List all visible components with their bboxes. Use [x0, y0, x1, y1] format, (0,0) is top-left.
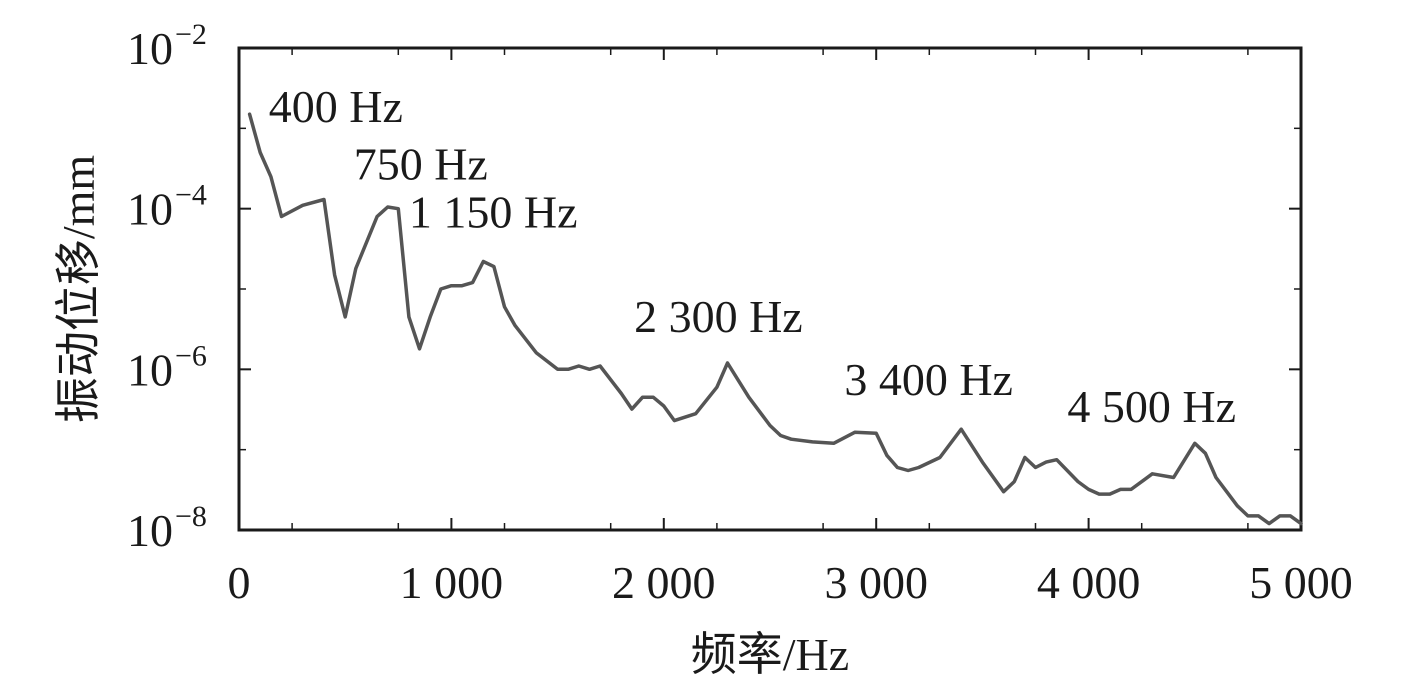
y-axis-ticks: 10−810−610−410−2	[127, 18, 1301, 556]
x-tick-label: 4 000	[1037, 557, 1141, 608]
x-tick-label: 1 000	[400, 557, 504, 608]
x-tick-label: 0	[228, 557, 251, 608]
series-layer	[247, 112, 1303, 526]
y-tick-label: 10	[127, 344, 173, 395]
series-line	[247, 112, 1303, 526]
x-axis-ticks: 0 1 000 2 000 3 000 4 000 5 000	[228, 48, 1353, 608]
annotations: 400 Hz 750 Hz1 150 Hz 2 300 Hz 3 400 Hz 4 50…	[269, 81, 1236, 432]
peak-annotation: 4 500 Hz	[1067, 381, 1236, 432]
y-axis-label: 振动位移/mm	[53, 155, 104, 424]
x-tick-label: 2 000	[612, 557, 716, 608]
peak-annotation: 750 Hz	[354, 139, 488, 190]
y-tick-exponent: −4	[175, 179, 207, 212]
peak-annotation: 1 150 Hz	[409, 187, 578, 238]
y-tick-label: 10	[127, 505, 173, 556]
x-tick-label: 5 000	[1249, 557, 1353, 608]
peak-annotation: 3 400 Hz	[844, 354, 1013, 405]
peak-annotation: 400 Hz	[269, 81, 403, 132]
x-axis-label: 频率/Hz	[691, 629, 849, 680]
y-tick-label: 10	[127, 23, 173, 74]
y-tick-exponent: −2	[175, 18, 207, 51]
y-tick-exponent: −8	[175, 500, 207, 533]
y-tick-label: 10	[127, 184, 173, 235]
y-tick-exponent: −6	[175, 339, 207, 372]
x-tick-label: 3 000	[824, 557, 928, 608]
peak-annotation: 2 300 Hz	[634, 291, 803, 342]
